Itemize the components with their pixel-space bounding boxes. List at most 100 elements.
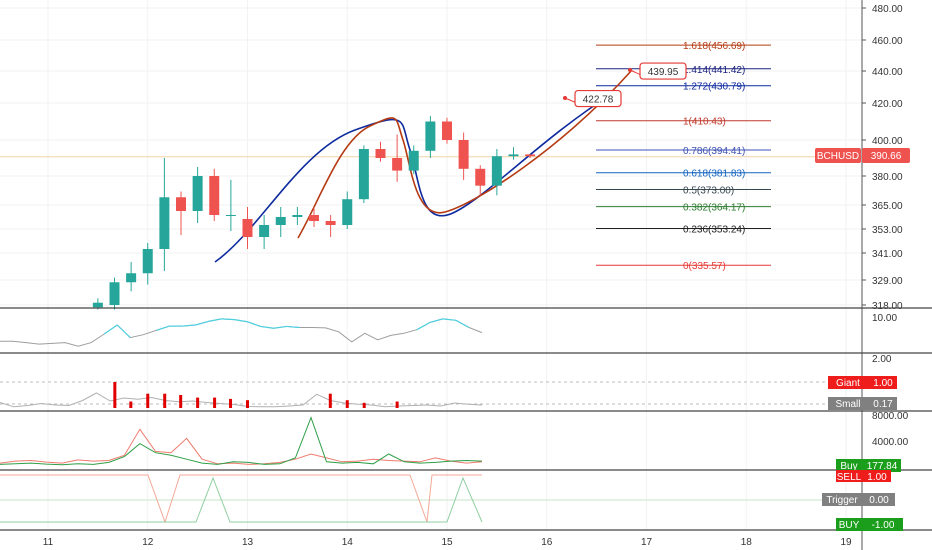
candle-body <box>126 273 137 283</box>
candle-body <box>491 156 502 186</box>
y-tick-label: 341.00 <box>872 249 903 260</box>
callout-anchor <box>628 68 632 72</box>
y-tick-label: 365.00 <box>872 201 903 212</box>
candle-body <box>525 154 536 157</box>
x-tick-label: 12 <box>142 537 154 548</box>
osc2-bar <box>229 398 233 408</box>
callout-value: 439.95 <box>648 67 679 78</box>
x-tick-label: 13 <box>242 537 254 548</box>
x-tick-label: 11 <box>43 537 54 548</box>
trigger-label-badge <box>822 493 863 506</box>
fib-level-label: 1.618(456.69) <box>683 41 745 52</box>
candle-body <box>159 197 170 249</box>
trigger-label: Trigger <box>826 495 858 506</box>
osc2-bar <box>362 402 366 408</box>
candle-body <box>425 121 436 151</box>
price-callouts[interactable]: 439.95 422.78 <box>563 62 687 108</box>
candle-body <box>176 197 186 211</box>
candle-body <box>358 149 369 200</box>
small-value: 0.17 <box>873 399 893 410</box>
projection-arcs[interactable] <box>214 69 633 263</box>
small-label-badge <box>828 397 869 410</box>
y-tick-label: 380.00 <box>872 172 903 183</box>
candle-body <box>92 302 103 308</box>
osc1-scale-label: 10.00 <box>872 313 897 324</box>
giant-label-badge <box>828 376 869 389</box>
osc2-bar <box>213 397 217 408</box>
giant-label: Giant <box>836 378 860 389</box>
last-price-badge: BCHUSD 390.66 <box>815 148 910 163</box>
buy-volume-label-badge <box>836 459 863 472</box>
osc2-line <box>0 392 483 408</box>
osc1-highlight <box>103 324 118 335</box>
osc1-highlight <box>429 318 444 324</box>
x-tick-label: 19 <box>840 537 852 548</box>
buy-volume-label: Buy <box>840 461 857 472</box>
candle-body <box>325 221 336 225</box>
candle-body <box>458 140 469 169</box>
osc2-badges: Giant 1.00 Small 0.17 <box>828 376 897 410</box>
osc2-scale-label: 2.00 <box>872 354 892 365</box>
small-value-badge <box>869 397 897 410</box>
volume-scale-mid-label: 4000.00 <box>872 437 909 448</box>
osc2-bar <box>395 401 399 408</box>
sell-label: SELL <box>837 472 862 483</box>
buy-volume-value-badge <box>863 459 901 472</box>
osc1-highlight <box>442 318 457 321</box>
candle-body <box>275 217 286 225</box>
candle-body <box>408 150 419 171</box>
osc2-bar <box>163 393 167 408</box>
osc2-bar <box>129 401 133 408</box>
osc1-highlight <box>182 324 196 327</box>
fib-level-label: 0.5(373.00) <box>683 186 734 197</box>
candle-body <box>109 282 120 305</box>
osc2-bar <box>345 400 349 408</box>
candle-body <box>309 215 319 221</box>
buy-signal-line <box>0 476 483 523</box>
pane-scale-labels: 10.00 2.00 8000.00 4000.00 <box>872 313 909 448</box>
osc1-highlight <box>260 325 274 329</box>
sell-signal-line <box>0 474 482 524</box>
callout-value: 422.78 <box>583 95 614 106</box>
y-tick-label: 460.00 <box>872 36 903 47</box>
sell-label-badge <box>836 470 863 482</box>
candle-body <box>342 199 353 225</box>
small-label: Small <box>835 399 860 410</box>
callout-box <box>639 62 687 80</box>
candle-body <box>375 149 386 158</box>
x-tick-label: 14 <box>342 537 354 548</box>
symbol-badge <box>815 148 861 163</box>
volume-badges: Buy 177.84 <box>836 459 901 472</box>
osc1-highlight <box>221 318 235 321</box>
signal-badges: SELL 1.00 Trigger 0.00 BUY -1.00 <box>822 470 903 531</box>
blue-arc <box>214 94 611 263</box>
candle-body <box>508 154 519 157</box>
red-arc <box>297 69 633 239</box>
osc2-bar <box>146 393 150 408</box>
osc2-bar <box>196 397 200 408</box>
fib-level-label: 0.382(364.17) <box>683 203 745 214</box>
giant-value-badge <box>869 376 897 389</box>
y-tick-label: 480.00 <box>872 4 903 15</box>
osc1-highlight <box>195 320 209 326</box>
osc1-highlight <box>247 321 261 328</box>
callout-box <box>574 89 622 108</box>
osc1-highlight <box>286 325 300 329</box>
sell-volume-line <box>0 428 483 465</box>
osc1-line <box>0 318 483 347</box>
candle-body <box>192 176 203 211</box>
candle-body <box>442 121 452 140</box>
candle-body <box>475 168 486 186</box>
x-tick-label: 16 <box>541 537 553 548</box>
candle-body <box>209 176 220 215</box>
buy-volume-line <box>0 416 483 466</box>
volume-scale-top-label: 8000.00 <box>872 411 909 422</box>
osc1-highlight <box>116 324 131 339</box>
buy-volume-value: 177.84 <box>867 461 898 472</box>
osc1-highlight <box>455 319 470 329</box>
osc1-highlight <box>234 319 248 323</box>
osc2-bar <box>246 400 249 408</box>
trigger-value-badge <box>863 493 895 506</box>
